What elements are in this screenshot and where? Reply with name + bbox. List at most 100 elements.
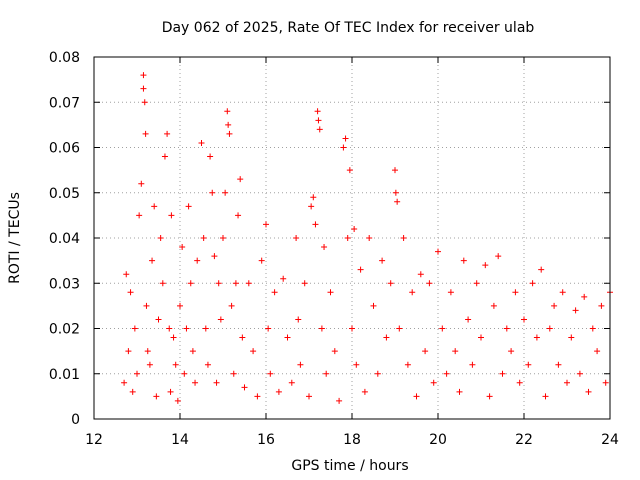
- data-point: [344, 235, 351, 241]
- data-point: [594, 348, 601, 355]
- data-point: [146, 361, 153, 368]
- data-point: [211, 253, 218, 260]
- data-point: [142, 130, 149, 137]
- data-point: [166, 325, 173, 332]
- data-point: [129, 388, 136, 395]
- data-point: [312, 221, 319, 228]
- data-point: [204, 361, 211, 368]
- data-point: [194, 257, 201, 264]
- data-point: [394, 198, 401, 205]
- data-point: [245, 280, 252, 287]
- data-point: [143, 302, 150, 309]
- data-point: [297, 361, 304, 368]
- data-point: [151, 203, 158, 210]
- x-tick-label: 12: [85, 432, 103, 448]
- data-point: [161, 153, 168, 160]
- data-point: [258, 257, 265, 264]
- data-point: [529, 280, 536, 287]
- data-point: [469, 361, 476, 368]
- data-point: [340, 144, 347, 151]
- data-point: [310, 194, 317, 201]
- data-point: [351, 225, 358, 232]
- data-point: [486, 393, 493, 400]
- data-point: [225, 121, 232, 128]
- data-point: [181, 370, 188, 377]
- data-point: [213, 379, 220, 386]
- data-point: [482, 262, 489, 269]
- data-point: [460, 257, 467, 264]
- data-point: [168, 212, 175, 219]
- data-point: [478, 334, 484, 341]
- data-point: [155, 316, 162, 323]
- data-point: [179, 244, 186, 251]
- data-point: [301, 280, 308, 287]
- data-point: [585, 388, 592, 395]
- data-point: [265, 325, 272, 332]
- data-point: [417, 271, 424, 278]
- data-point: [387, 280, 394, 287]
- chart-title: Day 062 of 2025, Rate Of TEC Index for r…: [162, 20, 535, 36]
- data-point: [576, 370, 583, 377]
- data-point: [413, 393, 420, 400]
- data-point: [379, 257, 386, 264]
- x-tick-label: 18: [343, 432, 361, 448]
- data-point: [336, 397, 343, 404]
- data-point: [144, 348, 151, 355]
- data-point: [508, 348, 515, 355]
- y-tick-label: 0: [71, 412, 80, 428]
- data-point: [321, 244, 328, 251]
- x-tick-label: 14: [171, 432, 189, 448]
- data-point: [374, 370, 381, 377]
- y-tick-label: 0.07: [49, 95, 80, 111]
- data-point: [426, 280, 433, 287]
- data-point: [551, 302, 558, 309]
- data-point: [315, 117, 322, 124]
- data-point: [318, 325, 325, 332]
- data-point: [230, 370, 237, 377]
- data-point: [559, 289, 566, 296]
- y-tick-label: 0.01: [49, 367, 80, 383]
- data-point: [293, 235, 300, 241]
- data-point: [525, 361, 532, 368]
- data-point: [217, 316, 224, 323]
- data-point: [353, 361, 360, 368]
- data-point: [499, 370, 506, 377]
- data-point: [456, 388, 463, 395]
- data-point: [136, 212, 143, 219]
- data-point: [121, 379, 128, 386]
- data-point: [366, 235, 373, 241]
- data-point: [346, 167, 353, 174]
- data-point: [598, 302, 605, 309]
- data-point: [222, 189, 229, 196]
- data-point: [172, 361, 179, 368]
- data-point: [392, 189, 399, 196]
- data-point: [159, 280, 166, 287]
- data-point: [396, 325, 403, 332]
- data-point: [306, 393, 312, 400]
- data-point: [127, 289, 134, 296]
- data-point: [174, 397, 181, 404]
- data-point: [189, 348, 196, 355]
- data-point: [473, 280, 480, 287]
- data-points: [121, 72, 613, 404]
- x-axis-label: GPS time / hours: [291, 458, 408, 474]
- data-point: [370, 302, 377, 309]
- data-point: [280, 275, 287, 282]
- x-tick-label: 24: [601, 432, 619, 448]
- data-point: [443, 370, 450, 377]
- data-point: [422, 348, 429, 355]
- data-point: [295, 316, 302, 323]
- x-tick-label: 22: [515, 432, 533, 448]
- data-point: [192, 379, 199, 386]
- data-point: [327, 289, 334, 296]
- data-point: [542, 393, 549, 400]
- data-point: [521, 316, 527, 323]
- data-point: [602, 379, 609, 386]
- data-point: [167, 388, 174, 395]
- data-point: [288, 379, 295, 386]
- data-point: [141, 99, 148, 106]
- y-tick-label: 0.02: [49, 322, 80, 338]
- data-point: [140, 72, 147, 79]
- data-point: [435, 248, 441, 255]
